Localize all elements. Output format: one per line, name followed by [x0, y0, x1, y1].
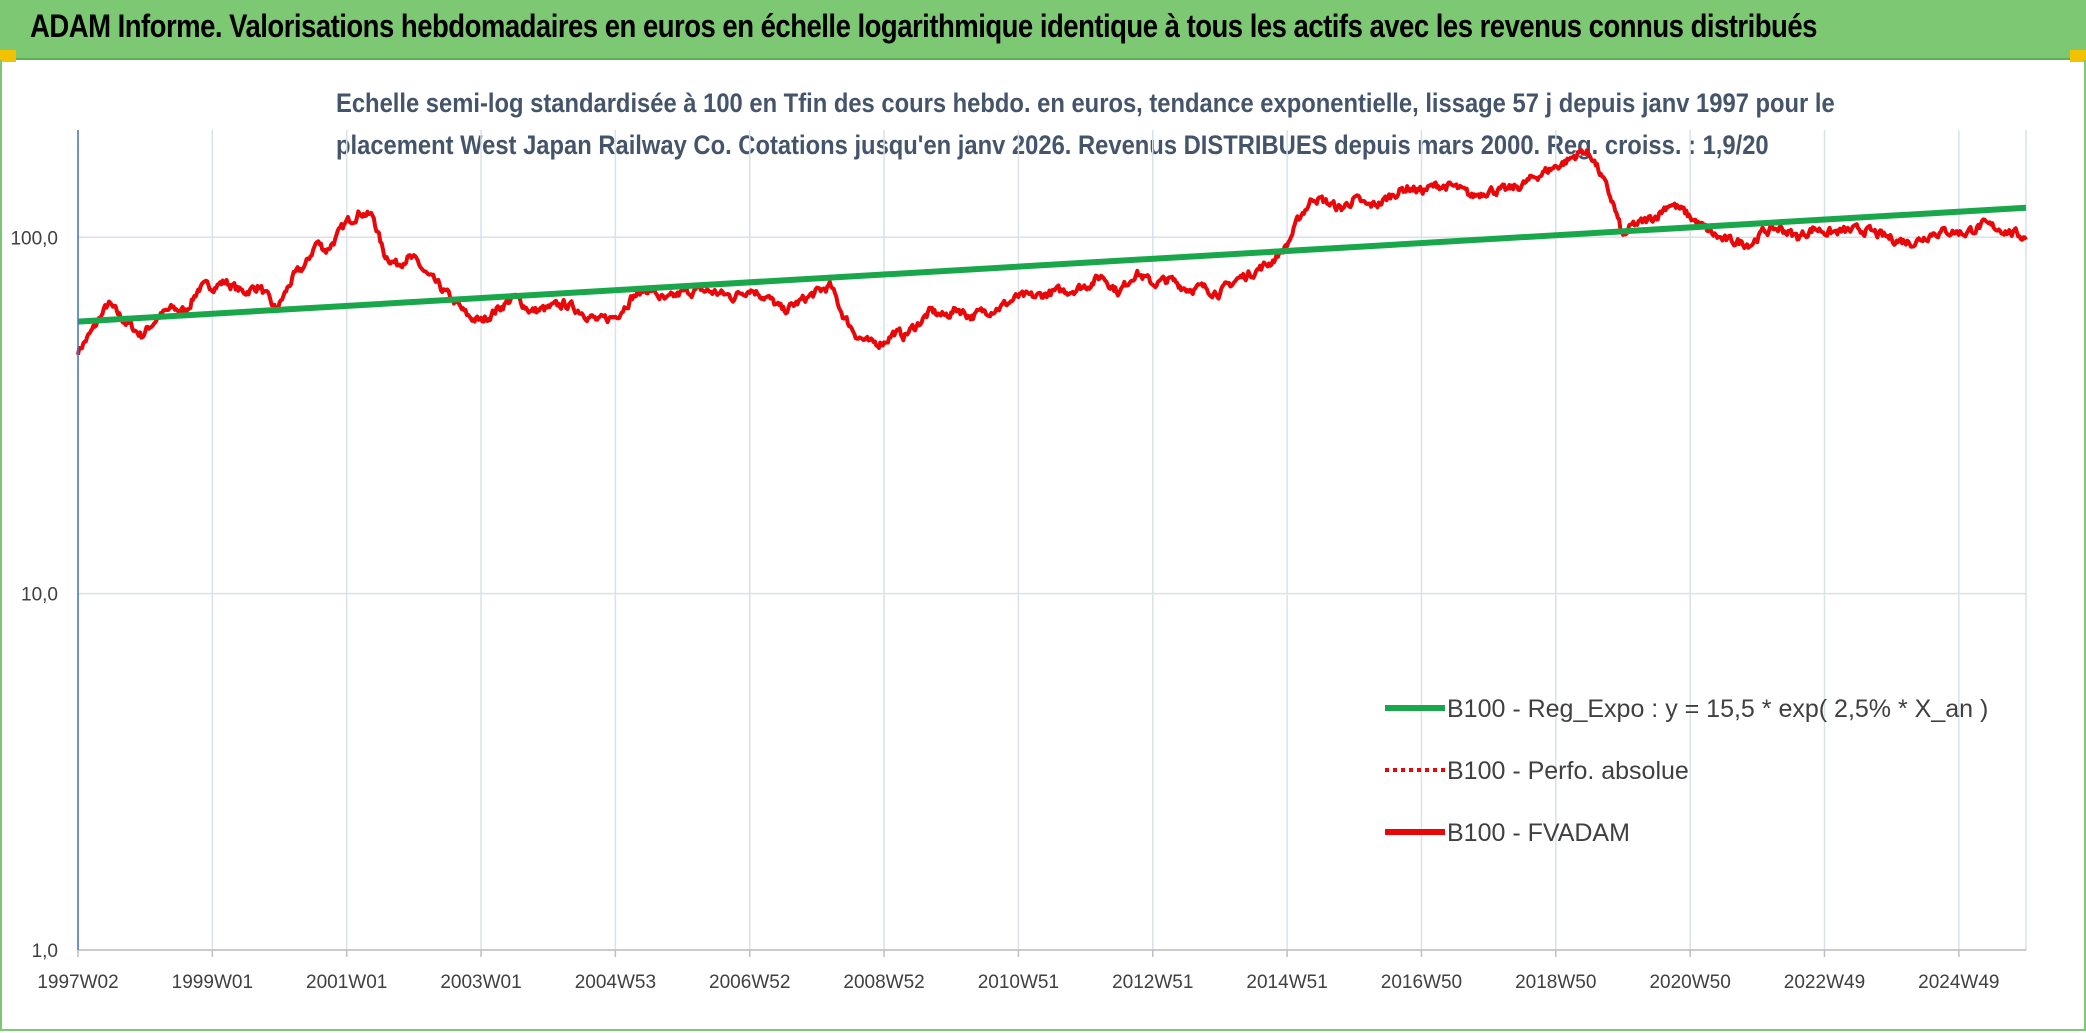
- x-tick-label: 2012W51: [1112, 972, 1193, 993]
- x-tick-label: 2004W53: [575, 972, 656, 993]
- page-title: ADAM Informe. Valorisations hebdomadaire…: [30, 8, 1817, 44]
- header-banner: ADAM Informe. Valorisations hebdomadaire…: [0, 0, 2086, 60]
- x-tick-label: 1997W02: [37, 972, 118, 993]
- corner-marker-left: [0, 50, 16, 62]
- legend-label: B100 - Reg_Expo : y = 15,5 * exp( 2,5% *…: [1447, 695, 1988, 723]
- x-tick-label: 2008W52: [843, 972, 924, 993]
- chart-frame: [0, 60, 2086, 1031]
- y-tick-label: 100,0: [10, 228, 58, 249]
- legend-label: B100 - FVADAM: [1447, 819, 1630, 847]
- series-line-fvadam: [76, 148, 2028, 356]
- chart-title-line-1: Echelle semi-log standardisée à 100 en T…: [336, 88, 1835, 118]
- legend: B100 - Reg_Expo : y = 15,5 * exp( 2,5% *…: [1385, 695, 1988, 847]
- x-tick-label: 2001W01: [306, 972, 387, 993]
- series-layer: [76, 148, 2028, 356]
- x-tick-label: 2022W49: [1784, 972, 1865, 993]
- corner-marker-right: [2070, 50, 2086, 62]
- x-tick-label: 2014W51: [1246, 972, 1327, 993]
- legend-label: B100 - Perfo. absolue: [1447, 757, 1689, 785]
- x-tick-label: 2006W52: [709, 972, 790, 993]
- x-tick-label: 2024W49: [1918, 972, 1999, 993]
- y-tick-label: 1,0: [32, 941, 58, 962]
- axis-layer: 1,0 10,0 100,0 1997W02 1999W01 2001W01 2003W01…: [10, 130, 2026, 993]
- x-tick-label: 2003W01: [440, 972, 521, 993]
- x-tick-label: 2010W51: [978, 972, 1059, 993]
- x-tick-label: 2020W50: [1649, 972, 1730, 993]
- x-tick-label: 1999W01: [172, 972, 253, 993]
- x-tick-label: 2018W50: [1515, 972, 1596, 993]
- grid-layer: [77, 130, 2027, 951]
- chart-title-line-2: placement West Japan Railway Co. Cotatio…: [336, 130, 1769, 160]
- y-tick-label: 10,0: [21, 585, 58, 606]
- x-tick-label: 2016W50: [1381, 972, 1462, 993]
- series-line-reg-expo: [77, 204, 2027, 325]
